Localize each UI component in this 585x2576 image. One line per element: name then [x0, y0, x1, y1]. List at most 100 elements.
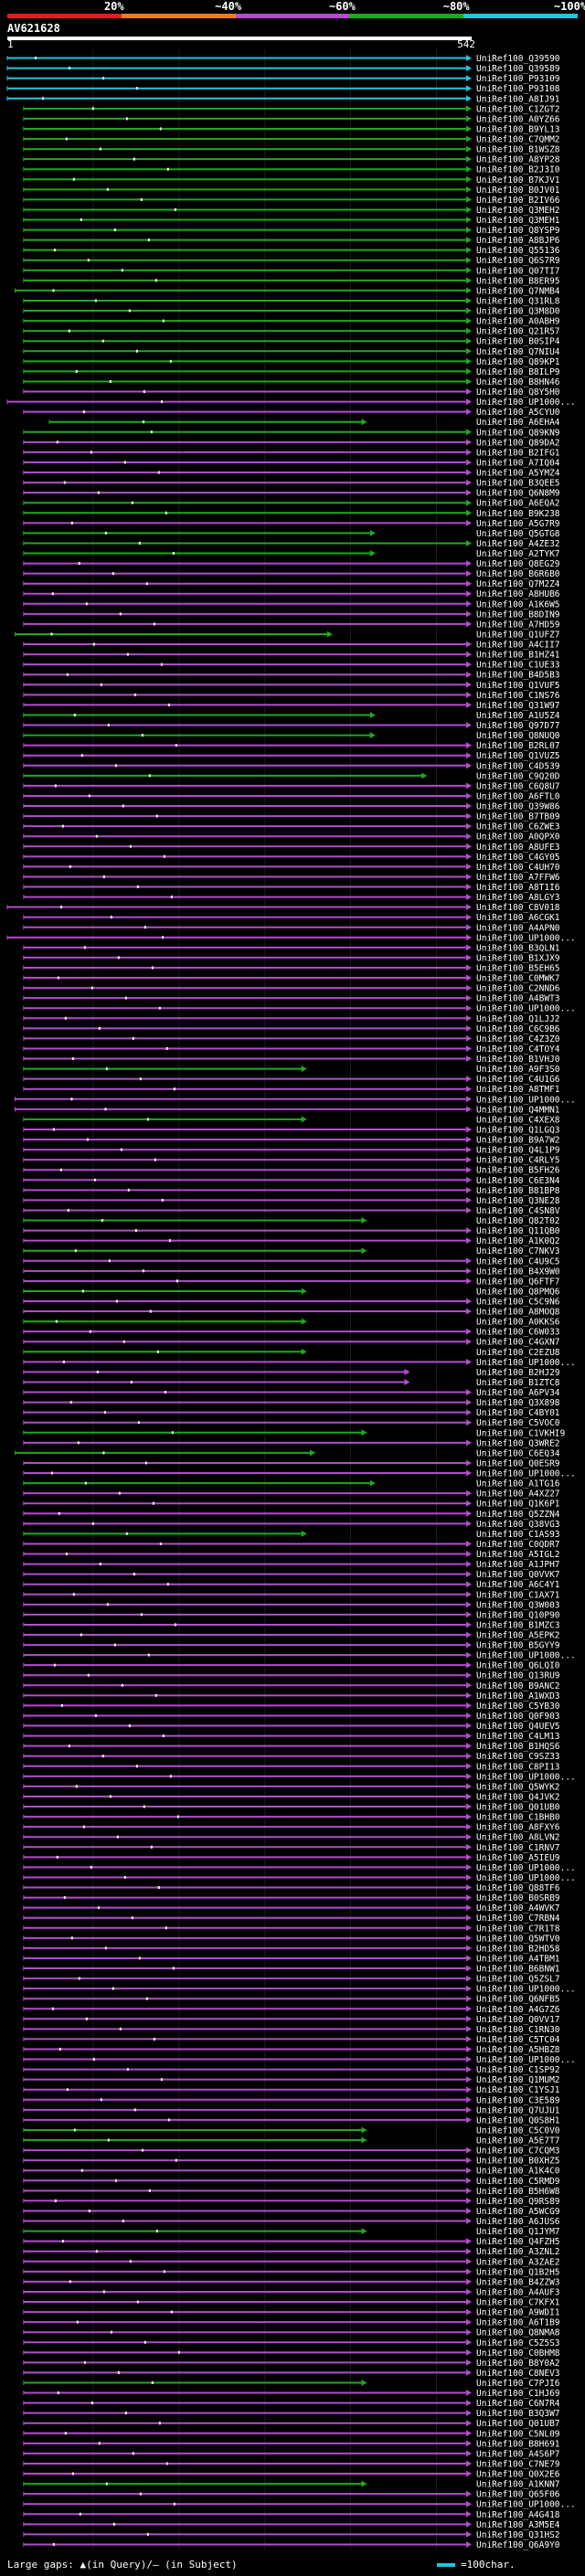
row-label[interactable]: UniRef100_Q55136 [476, 246, 560, 256]
row-label[interactable]: UniRef100_Q0VV17 [476, 2015, 560, 2025]
row-label[interactable]: UniRef100_Q0ESR9 [476, 1458, 560, 1468]
row-label[interactable]: UniRef100_A1KNN7 [476, 2480, 560, 2490]
row-label[interactable]: UniRef100_B8H691 [476, 2439, 560, 2449]
row-label[interactable]: UniRef100_A5WCG9 [476, 2207, 560, 2217]
row-label[interactable]: UniRef100_A1K4C0 [476, 2167, 560, 2177]
row-label[interactable]: UniRef100_A5HBZ8 [476, 2045, 560, 2055]
row-label[interactable]: UniRef100_C4U1G6 [476, 1075, 560, 1085]
row-label[interactable]: UniRef100_C0MWK7 [476, 974, 560, 984]
row-label[interactable]: UniRef100_B0SRB9 [476, 1893, 560, 1903]
row-label[interactable]: UniRef100_Q1VUZ5 [476, 751, 560, 761]
row-label[interactable]: UniRef100_Q6A9Y0 [476, 2540, 560, 2550]
row-label[interactable]: UniRef100_B9K238 [476, 509, 560, 519]
row-label[interactable]: UniRef100_C5TC04 [476, 2035, 560, 2045]
row-label[interactable]: UniRef100_Q4UEV5 [476, 1722, 560, 1732]
row-label[interactable]: UniRef100_A8MOQ8 [476, 1308, 560, 1318]
row-label[interactable]: UniRef100_A6T1B9 [476, 2318, 560, 2328]
row-label[interactable]: UniRef100_Q3MEH1 [476, 216, 560, 226]
row-label[interactable]: UniRef100_Q89KN9 [476, 428, 560, 438]
row-label[interactable]: UniRef100_C3E589 [476, 2095, 560, 2105]
row-label[interactable]: UniRef100_A5IGL2 [476, 1550, 560, 1560]
row-label[interactable]: UniRef100_UP1000... [476, 1004, 576, 1014]
row-label[interactable]: UniRef100_A1U5Z4 [476, 711, 560, 721]
row-label[interactable]: UniRef100_C1YSJ1 [476, 2085, 560, 2095]
row-label[interactable]: UniRef100_A8IJ91 [476, 94, 560, 104]
row-label[interactable]: UniRef100_Q0X2E6 [476, 2470, 560, 2480]
row-label[interactable]: UniRef100_A9WDI1 [476, 2308, 560, 2318]
row-label[interactable]: UniRef100_Q8EG29 [476, 559, 560, 569]
row-label[interactable]: UniRef100_C6Q8U7 [476, 781, 560, 791]
row-label[interactable]: UniRef100_Q89KP1 [476, 357, 560, 367]
row-label[interactable]: UniRef100_A9F3S0 [476, 1065, 560, 1075]
row-label[interactable]: UniRef100_C1SP92 [476, 2065, 560, 2075]
row-label[interactable]: UniRef100_Q65F06 [476, 2490, 560, 2500]
row-label[interactable]: UniRef100_Q11QB0 [476, 1226, 560, 1236]
row-label[interactable]: UniRef100_C1RN30 [476, 2025, 560, 2035]
row-label[interactable]: UniRef100_B2IFG1 [476, 448, 560, 458]
row-label[interactable]: UniRef100_Q39589 [476, 64, 560, 74]
row-label[interactable]: UniRef100_B0JV01 [476, 186, 560, 196]
row-label[interactable]: UniRef100_C5YB30 [476, 1701, 560, 1712]
row-label[interactable]: UniRef100_C5VOC0 [476, 1418, 560, 1428]
row-label[interactable]: UniRef100_P93108 [476, 84, 560, 94]
row-label[interactable]: UniRef100_Q7M2Z4 [476, 579, 560, 589]
row-label[interactable]: UniRef100_B81BP8 [476, 1186, 560, 1196]
row-label[interactable]: UniRef100_A8HUB6 [476, 589, 560, 599]
row-label[interactable]: UniRef100_C6C9B6 [476, 1024, 560, 1034]
row-label[interactable]: UniRef100_C7PJI6 [476, 2379, 560, 2389]
row-label[interactable]: UniRef100_Q6S7R9 [476, 256, 560, 266]
row-label[interactable]: UniRef100_C4BY01 [476, 1408, 560, 1418]
row-label[interactable]: UniRef100_Q3NE28 [476, 1196, 560, 1206]
row-label[interactable]: UniRef100_B2HJ29 [476, 1368, 560, 1378]
row-label[interactable]: UniRef100_Q1LGQ3 [476, 1125, 560, 1135]
row-label[interactable]: UniRef100_Q5ZZN4 [476, 1510, 560, 1520]
row-label[interactable]: UniRef100_C4SN8V [476, 1206, 560, 1216]
row-label[interactable]: UniRef100_B0SIP4 [476, 337, 560, 347]
row-label[interactable]: UniRef100_Q13RU9 [476, 1671, 560, 1681]
row-label[interactable]: UniRef100_B8DIN9 [476, 610, 560, 620]
row-label[interactable]: UniRef100_A3ZAE2 [476, 2257, 560, 2267]
row-label[interactable]: UniRef100_C4LM13 [476, 1732, 560, 1742]
row-label[interactable]: UniRef100_B1ZTC8 [476, 1378, 560, 1388]
row-label[interactable]: UniRef100_C7KFX1 [476, 2298, 560, 2308]
row-label[interactable]: UniRef100_A8LVN2 [476, 1833, 560, 1843]
row-label[interactable]: UniRef100_A6EHA4 [476, 418, 560, 428]
row-label[interactable]: UniRef100_A1TG16 [476, 1479, 560, 1489]
row-label[interactable]: UniRef100_Q8NUQ0 [476, 731, 560, 741]
row-label[interactable]: UniRef100_C1AS93 [476, 1530, 560, 1540]
row-label[interactable]: UniRef100_A5IEU9 [476, 1853, 560, 1863]
row-label[interactable]: UniRef100_C4U9C5 [476, 1256, 560, 1267]
row-label[interactable]: UniRef100_C5C9N6 [476, 1298, 560, 1308]
row-label[interactable]: UniRef100_Q39W86 [476, 802, 560, 812]
row-label[interactable]: UniRef100_A4BWT3 [476, 994, 560, 1004]
row-label[interactable]: UniRef100_Q6LQI0 [476, 1661, 560, 1671]
row-label[interactable]: UniRef100_A2TYK7 [476, 549, 560, 559]
row-label[interactable]: UniRef100_Q6FTF7 [476, 1277, 560, 1287]
row-label[interactable]: UniRef100_B6BNW1 [476, 1965, 560, 1975]
row-label[interactable]: UniRef100_A0KKS6 [476, 1318, 560, 1328]
row-label[interactable]: UniRef100_A8T1I6 [476, 883, 560, 893]
row-label[interactable]: UniRef100_Q1MUM2 [476, 2075, 560, 2085]
row-label[interactable]: UniRef100_C8NEV3 [476, 2369, 560, 2379]
row-label[interactable]: UniRef100_C1VKHI9 [476, 1428, 566, 1438]
row-label[interactable]: UniRef100_Q8Y5H0 [476, 387, 560, 398]
row-label[interactable]: UniRef100_A4TBM1 [476, 1954, 560, 1964]
row-label[interactable]: UniRef100_A5E7T7 [476, 2136, 560, 2147]
row-label[interactable]: UniRef100_C1ZGT2 [476, 104, 560, 114]
row-label[interactable]: UniRef100_B8Y0A2 [476, 2359, 560, 2369]
row-label[interactable]: UniRef100_A8LGY3 [476, 893, 560, 903]
row-label[interactable]: UniRef100_Q6NFB5 [476, 1995, 560, 2005]
row-label[interactable]: UniRef100_Q07TI7 [476, 266, 560, 276]
row-label[interactable]: UniRef100_B1HZ41 [476, 651, 560, 661]
row-label[interactable]: UniRef100_Q38VG3 [476, 1520, 560, 1530]
row-label[interactable]: UniRef100_B9A7W2 [476, 1136, 560, 1146]
row-label[interactable]: UniRef100_C2NND6 [476, 984, 560, 994]
row-label[interactable]: UniRef100_C6ZWE3 [476, 822, 560, 832]
row-label[interactable]: UniRef100_B8HN46 [476, 377, 560, 387]
row-label[interactable]: UniRef100_Q8PMQ6 [476, 1287, 560, 1297]
row-label[interactable]: UniRef100_Q0S8H1 [476, 2115, 560, 2125]
row-label[interactable]: UniRef100_B1WSZ8 [476, 145, 560, 155]
row-label[interactable]: UniRef100_UP1000... [476, 1358, 576, 1368]
row-label[interactable]: UniRef100_C7RBN4 [476, 1913, 560, 1924]
row-label[interactable]: UniRef100_Q4L1P9 [476, 1146, 560, 1156]
